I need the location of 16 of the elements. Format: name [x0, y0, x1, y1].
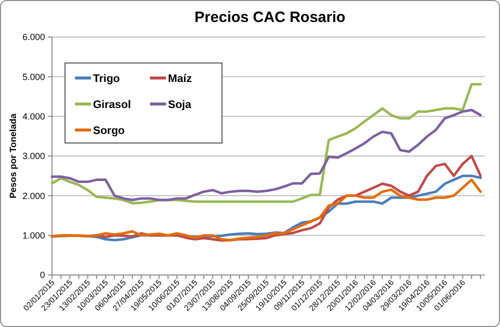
y-tick-label: 1.000 — [22, 230, 45, 240]
y-axis-title: Pesos por Tonelada — [8, 112, 18, 198]
y-tick-label: 4.000 — [22, 111, 45, 122]
legend-label: Trigo — [93, 72, 120, 85]
chart-title: Precios CAC Rosario — [194, 9, 346, 26]
y-tick-label: 2.000 — [22, 190, 45, 201]
line-series — [50, 82, 482, 204]
y-tick-label: 0 — [40, 270, 45, 280]
legend-label: Sorgo — [93, 124, 126, 137]
legend-label: Girasol — [93, 98, 131, 111]
y-tick-label: 3.000 — [22, 151, 45, 162]
y-tick-label: 5.000 — [22, 72, 45, 82]
legend-label: Maíz — [168, 72, 192, 85]
line-series — [50, 108, 482, 202]
y-tick-label: 6.000 — [22, 32, 45, 42]
legend-label: Soja — [168, 98, 192, 111]
